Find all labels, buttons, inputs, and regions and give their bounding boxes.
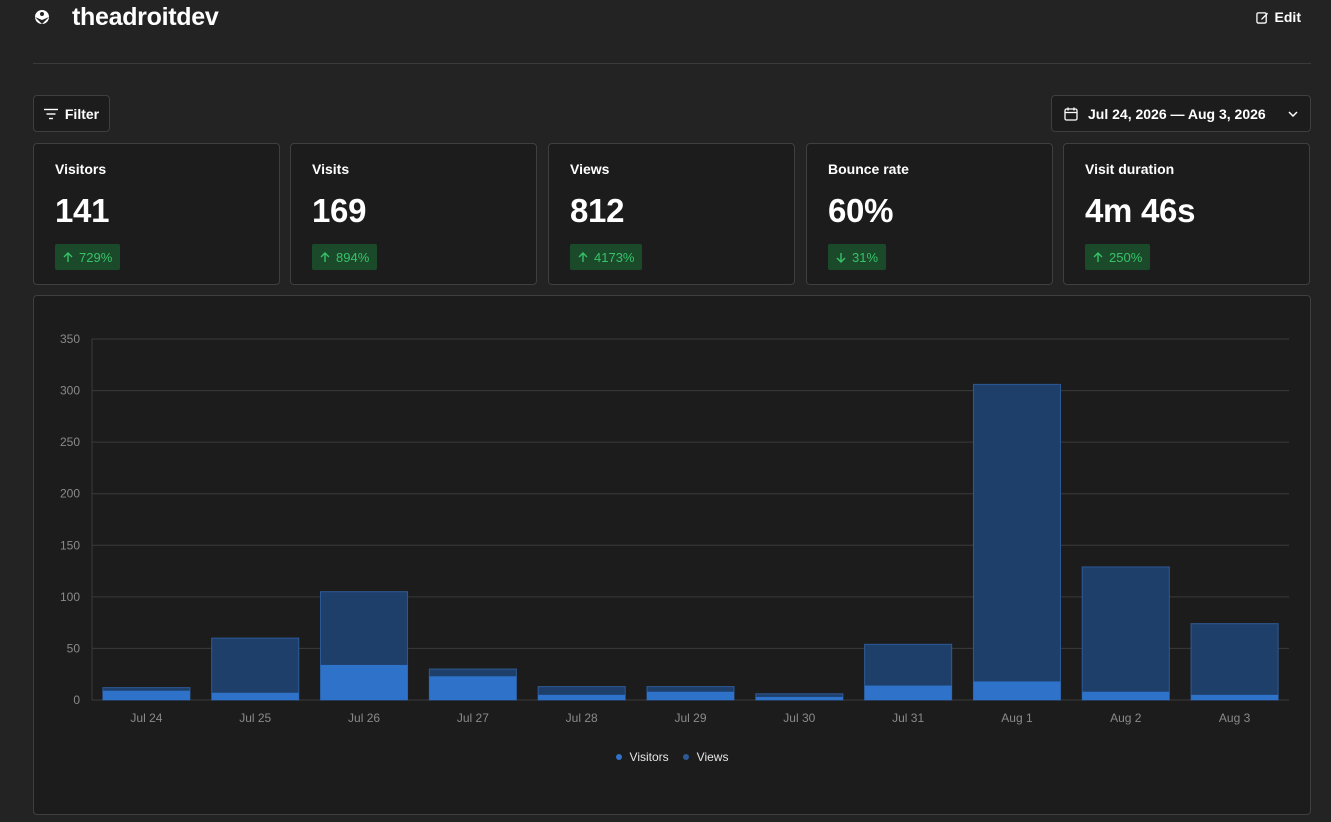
metric-change-value: 4173% [594,249,635,265]
metric-change-badge: 729% [55,244,121,270]
metric-change-value: 894% [336,249,370,265]
arrow-up-icon [578,251,588,262]
calendar-icon [1064,107,1078,121]
legend-dot-views [682,754,689,760]
y-tick-label: 350 [60,332,80,346]
bar-views [1081,566,1170,701]
bar-visitors [1082,691,1170,700]
arrow-up-icon [1093,251,1103,262]
y-tick-label: 100 [60,590,80,604]
metric-change-value: 31% [852,249,879,265]
bar-views [211,637,300,701]
site-title[interactable]: theadroitdev [72,3,219,31]
bar-visitors [1191,694,1279,700]
metric-value: 4m 46s [1085,192,1196,229]
metric-change-value: 250% [1109,249,1143,265]
metric-value: 60% [828,192,894,229]
bar-views [972,383,1061,701]
legend-item-views[interactable]: Views [682,750,729,764]
date-range-picker[interactable]: Jul 24, 2026 — Aug 3, 2026 [1051,95,1311,132]
arrow-up-icon [63,251,73,262]
y-tick-label: 0 [73,693,80,707]
bar-views [1190,623,1279,701]
x-tick-label: Jul 30 [783,711,815,725]
metric-change-badge: 31% [828,244,887,270]
metric-value: 141 [55,192,110,229]
x-tick-label: Aug 1 [1001,711,1033,725]
chart-legend: Visitors Views [34,750,1310,764]
metric-value: 169 [312,192,367,229]
x-tick-label: Jul 26 [348,711,380,725]
bar-visitors [211,692,299,700]
x-tick-label: Jul 28 [566,711,598,725]
metric-change-badge: 250% [1085,244,1151,270]
bar-visitors [538,694,626,700]
legend-dot-visitors [615,754,622,760]
metric-label: Visits [312,161,350,177]
bar-visitors [755,696,843,700]
y-tick-label: 300 [60,384,80,398]
x-tick-label: Jul 25 [239,711,271,725]
metric-label: Visit duration [1085,161,1175,177]
arrow-down-icon [836,252,846,263]
bar-visitors [973,681,1061,700]
x-tick-label: Jul 24 [130,711,162,725]
x-tick-label: Aug 3 [1219,711,1251,725]
metric-label: Visitors [55,161,107,177]
metric-change-badge: 4173% [570,244,643,270]
edit-label: Edit [1274,9,1301,25]
bar-visitors [102,690,190,700]
arrow-up-icon [320,251,330,262]
date-range-label: Jul 24, 2026 — Aug 3, 2026 [1088,105,1266,122]
metric-label: Views [570,161,610,177]
bar-visitors [646,691,735,700]
metric-card-bounce-rate[interactable]: Bounce rate 60% 31% [806,143,1053,285]
metric-change-value: 729% [79,249,113,265]
metric-card-visitors[interactable]: Visitors 141 729% [33,143,280,285]
logo-icon [35,10,49,24]
metric-change-badge: 894% [312,244,378,270]
metric-card-visits[interactable]: Visits 169 894% [290,143,537,285]
metric-card-views[interactable]: Views 812 4173% [548,143,795,285]
legend-item-visitors[interactable]: Visitors [615,750,669,764]
filter-button[interactable]: Filter [33,95,110,132]
header: theadroitdev Edit [33,0,1311,64]
y-tick-label: 250 [60,435,80,449]
edit-icon [1255,11,1268,24]
metric-value: 812 [570,192,625,229]
y-tick-label: 150 [60,538,80,552]
legend-label-visitors: Visitors [629,750,669,764]
x-tick-label: Jul 29 [674,711,706,725]
filter-label: Filter [64,105,100,122]
bar-chart: 0 50 100 150 200 250 300 350 Jul 24 Jul 25 Jul 26 J… [60,332,1289,725]
bar-visitors [429,676,517,700]
x-tick-label: Aug 2 [1110,711,1142,725]
x-tick-label: Jul 31 [892,711,924,725]
legend-label-views: Views [696,750,729,764]
metric-card-visit-duration[interactable]: Visit duration 4m 46s 250% [1063,143,1310,285]
y-tick-label: 200 [60,487,80,501]
bar-visitors [864,685,952,700]
filter-icon [43,108,58,119]
chart-card: 0 50 100 150 200 250 300 350 Jul 24 Jul 25 Jul 26 J… [33,295,1311,815]
chevron-down-icon [1288,110,1298,117]
bar-visitors [320,664,408,700]
y-tick-label: 50 [67,641,81,655]
metric-label: Bounce rate [828,161,909,177]
x-tick-label: Jul 27 [457,711,489,725]
edit-button[interactable]: Edit [1255,9,1301,25]
